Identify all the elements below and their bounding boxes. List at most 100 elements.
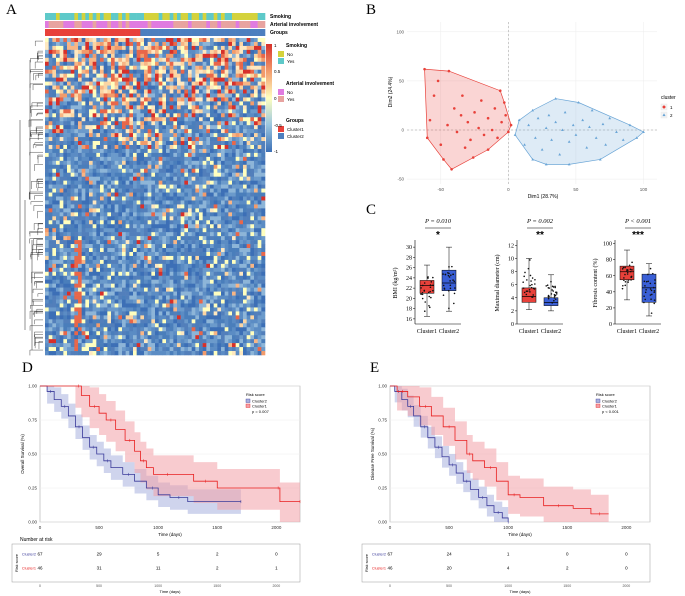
heatmap-cell [221,283,225,288]
heatmap-cell [103,184,108,189]
heatmap-cell [210,216,214,221]
heatmap-cell [213,61,218,67]
heatmap-cell [74,204,79,209]
heatmap-cell [63,73,68,78]
heatmap-cell [184,38,189,43]
annot-cell-group [100,29,104,36]
heatmap-cell [89,77,93,82]
heatmap-cell [63,38,68,43]
heatmap-cell [257,168,262,174]
heatmap-cell [224,117,229,122]
heatmap-cell [257,244,262,249]
heatmap-cell [257,93,262,98]
heatmap-cell [213,212,218,217]
heatmap-cell [89,38,93,43]
heatmap-cell [67,303,71,308]
heatmap-cell [103,331,108,336]
heatmap-cell [162,295,167,300]
heatmap-cell [96,287,101,292]
heatmap-cell [177,176,181,181]
heatmap-cell [235,311,240,316]
heatmap-cell [169,141,174,146]
heatmap-cell [122,279,126,284]
heatmap-cell [228,176,233,181]
heatmap-cell [217,212,222,217]
heatmap-cell [191,45,196,51]
heatmap-cell [59,148,64,154]
heatmap-cell [70,323,75,328]
heatmap-cell [243,212,247,217]
heatmap-cell [184,117,189,122]
heatmap-cell [45,85,49,90]
heatmap-cell [56,295,60,300]
heatmap-cell [129,339,134,344]
heatmap-cell [224,81,229,86]
heatmap-cell [188,291,192,296]
heatmap-cell [52,188,57,193]
heatmap-cell [96,319,101,324]
heatmap-cell [261,271,266,277]
heatmap-cell [151,49,156,55]
heatmap-cell [118,335,123,340]
heatmap-cell [63,224,68,229]
heatmap-cell [107,315,112,320]
heatmap-cell [48,204,53,209]
heatmap-cell [250,287,255,292]
heatmap-cell [228,251,233,257]
heatmap-cell [111,160,115,166]
heatmap-cell [169,81,174,86]
heatmap-cell [59,208,64,213]
heatmap-cell [111,129,115,134]
heatmap-cell [45,160,49,166]
heatmap-cell [45,148,49,154]
heatmap-cell [162,152,167,158]
heatmap-cell [89,105,93,110]
heatmap-cell [140,61,145,67]
heatmap-cell [232,335,236,340]
heatmap-cell [162,180,167,185]
heatmap-cell [67,152,71,158]
heatmap-cell [85,117,90,122]
heatmap-cell [129,156,134,162]
heatmap-cell [133,81,137,86]
heatmap-cell [136,303,141,308]
heatmap-cell [100,204,104,209]
heatmap-cell [59,263,64,269]
heatmap-cell [129,220,134,225]
heatmap-cell [125,279,130,284]
heatmap-cell [122,53,126,59]
heatmap-cell [48,188,53,193]
heatmap-cell [74,65,79,70]
heatmap-cell [166,323,170,328]
heatmap-cell [74,180,79,185]
heatmap-cell [133,156,137,162]
heatmap-cell [257,53,262,59]
heatmap-cell [85,204,90,209]
heatmap-cell [122,129,126,134]
heatmap-cell [125,168,130,174]
heatmap-cell [169,164,174,170]
heatmap-cell [63,45,68,51]
heatmap-cell [213,172,218,177]
heatmap-cell [114,97,119,102]
heatmap-cell [169,38,174,43]
heatmap-cell [202,184,207,189]
heatmap-cell [147,315,152,320]
heatmap-cell [250,299,255,304]
heatmap-cell [217,168,222,174]
heatmap-cell [114,101,119,106]
heatmap-cell [224,61,229,67]
heatmap-cell [78,208,82,213]
heatmap-cell [111,105,115,110]
heatmap-cell [250,49,255,55]
heatmap-cell [56,220,60,225]
heatmap-cell [191,77,196,82]
heatmap-cell [118,69,123,74]
annot-cell-arterial [100,21,104,28]
heatmap-cell [254,121,258,126]
heatmap-cell [103,148,108,154]
heatmap-cell [158,164,163,170]
annot-cell-arterial [85,21,90,28]
heatmap-cell [118,275,123,281]
heatmap-cell [78,45,82,51]
